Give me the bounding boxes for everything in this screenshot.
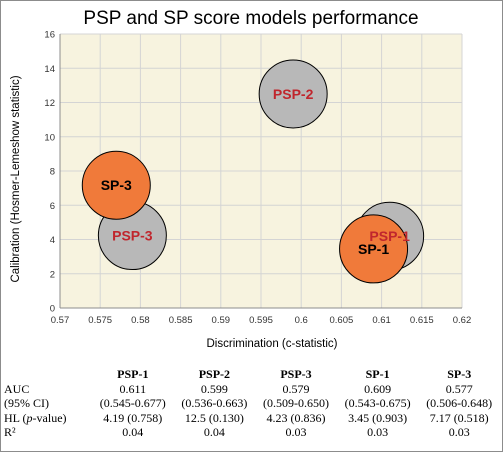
y-tick-label: 12 bbox=[44, 98, 55, 109]
table-cell: 0.03 bbox=[367, 425, 389, 439]
bubble-label-psp-2: PSP-2 bbox=[273, 86, 314, 102]
bubbles: PSP-1 PSP-2 PSP-3 SP-1 SP-3 bbox=[81, 59, 425, 284]
bubble-label-sp-1: SP-1 bbox=[358, 241, 389, 257]
table-cell: 0.599 bbox=[200, 381, 228, 396]
bubble-label-psp-3: PSP-3 bbox=[112, 228, 153, 244]
table-cell: 0.03 bbox=[448, 425, 470, 439]
table-header-row: PSP-1 PSP-2 PSP-3 SP-1 SP-3 bbox=[4, 367, 500, 382]
table-cell: 0.577 bbox=[445, 381, 473, 396]
x-tick-label: 0.615 bbox=[410, 315, 434, 326]
x-tick-label: 0.58 bbox=[131, 315, 150, 326]
row-label: (95% CI) bbox=[4, 396, 49, 410]
table-cell: 4.23 (0.836) bbox=[266, 410, 326, 425]
x-tick-label: 0.595 bbox=[249, 315, 273, 326]
y-tick-label: 2 bbox=[50, 269, 55, 280]
bubble-chart: PSP and SP score models performance 0.57… bbox=[10, 8, 472, 350]
row-label-prefix: HL ( bbox=[4, 410, 27, 425]
x-tick-label: 0.62 bbox=[453, 315, 472, 326]
table-row: HL (p-value) 4.19 (0.758) 12.5 (0.130) 4… bbox=[4, 411, 500, 426]
table-cell: (0.509-0.650) bbox=[262, 396, 329, 410]
bubble-psp-2 bbox=[258, 59, 328, 129]
x-axis-label: Discrimination (c-statistic) bbox=[207, 338, 338, 350]
table-cell: 7.17 (0.518) bbox=[429, 410, 489, 425]
x-tick-labels: 0.57 0.575 0.58 0.585 0.59 0.595 0.6 0.605 0.61 0… bbox=[51, 315, 472, 326]
chart-title: PSP and SP score models performance bbox=[83, 8, 418, 29]
table-header-cell: PSP-3 bbox=[280, 367, 312, 381]
table-cell: 12.5 (0.130) bbox=[184, 410, 244, 425]
x-tick-label: 0.61 bbox=[372, 315, 391, 326]
table-row: (95% CI) (0.545-0.677) (0.536-0.663) (0.… bbox=[4, 396, 500, 411]
row-label: HL (p-value) bbox=[4, 411, 92, 426]
table-header-cell: SP-3 bbox=[447, 367, 472, 381]
table-cell: 0.611 bbox=[119, 381, 147, 396]
table-header-cell: PSP-1 bbox=[117, 367, 149, 381]
table-cell: 4.19 (0.758) bbox=[103, 410, 163, 425]
row-label: AUC bbox=[4, 381, 30, 396]
table-cell: 0.04 bbox=[122, 425, 144, 439]
row-label-italic: p bbox=[26, 410, 33, 425]
y-tick-label: 4 bbox=[50, 235, 55, 246]
x-tick-label: 0.6 bbox=[295, 315, 308, 326]
x-tick-label: 0.605 bbox=[330, 315, 354, 326]
performance-table: PSP-1 PSP-2 PSP-3 SP-1 SP-3 AUC 0.611 0.… bbox=[4, 367, 500, 440]
y-tick-label: 10 bbox=[44, 132, 55, 143]
table-row: AUC 0.611 0.599 0.579 0.609 0.577 bbox=[4, 382, 500, 397]
table-cell: (0.543-0.675) bbox=[344, 396, 411, 410]
table-row: R² 0.04 0.04 0.03 0.03 0.03 bbox=[4, 425, 500, 440]
bubble-sp-1 bbox=[339, 214, 409, 284]
table-header-cell: PSP-2 bbox=[198, 367, 231, 381]
table-cell: 0.579 bbox=[282, 381, 310, 396]
table-cell: 0.04 bbox=[203, 425, 225, 439]
x-tick-label: 0.57 bbox=[51, 315, 70, 326]
table-cell: 0.03 bbox=[285, 425, 307, 439]
x-tick-label: 0.59 bbox=[212, 315, 231, 326]
row-label-suffix: -value) bbox=[32, 410, 67, 425]
x-tick-label: 0.585 bbox=[169, 315, 193, 326]
bubble-label-psp-1: PSP-1 bbox=[369, 228, 410, 244]
table-cell: (0.536-0.663) bbox=[181, 396, 248, 410]
table-header-cell: SP-1 bbox=[365, 367, 390, 381]
table-cell: (0.545-0.677) bbox=[99, 396, 166, 410]
y-tick-label: 14 bbox=[44, 64, 55, 75]
y-axis-label: Calibration (Hosmer-Lemeshow statistic) bbox=[10, 75, 22, 282]
table-cell: 3.45 (0.903) bbox=[348, 410, 408, 425]
row-label: R² bbox=[4, 425, 16, 439]
y-tick-label: 6 bbox=[50, 201, 55, 212]
x-tick-label: 0.575 bbox=[88, 315, 112, 326]
y-tick-label: 0 bbox=[50, 304, 55, 315]
table-cell: (0.506-0.648) bbox=[426, 396, 493, 410]
y-tick-label: 8 bbox=[50, 167, 55, 178]
table-header-cell bbox=[4, 367, 92, 382]
bubble-label-sp-3: SP-3 bbox=[101, 177, 132, 193]
axes bbox=[59, 34, 462, 309]
bubble-sp-3 bbox=[81, 150, 151, 220]
table-cell: 0.609 bbox=[364, 381, 392, 396]
y-tick-labels: 0 2 4 6 8 10 12 14 16 bbox=[44, 30, 55, 315]
y-tick-label: 16 bbox=[44, 30, 55, 41]
